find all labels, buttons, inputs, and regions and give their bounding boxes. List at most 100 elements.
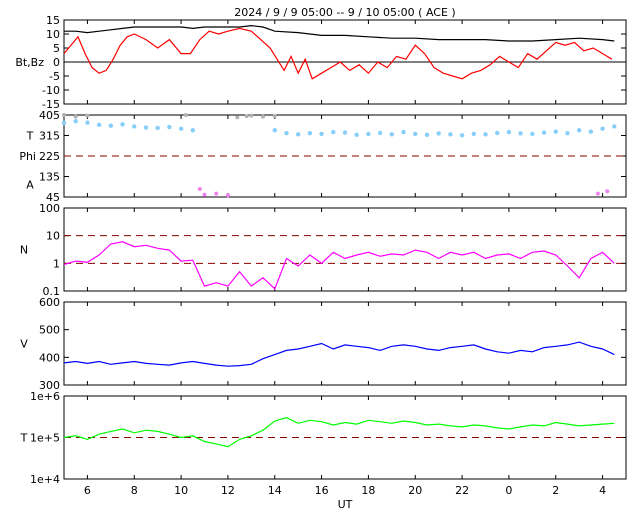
theta-point	[565, 131, 570, 136]
x-tick-label: 14	[268, 484, 282, 497]
density-ytick-label: 1	[53, 257, 60, 270]
phi-point	[62, 113, 66, 117]
angles-ytick-label: 315	[39, 130, 60, 143]
phi-point	[197, 187, 202, 192]
angles-ytick-label: 405	[39, 109, 60, 122]
x-tick-label: 0	[505, 484, 512, 497]
temp-ylabel: T	[20, 432, 28, 445]
x-tick-label: 16	[315, 484, 329, 497]
chart-title: 2024 / 9 / 9 05:00 -- 9 / 10 05:00 ( ACE…	[234, 6, 455, 19]
x-tick-label: 22	[455, 484, 469, 497]
theta-point	[541, 130, 547, 135]
theta-point	[85, 120, 90, 125]
panels-layer: 151050-5-10-15Bt,Bz40531522513545TPhiA10…	[15, 14, 627, 497]
theta-point	[143, 125, 149, 130]
phi-point	[595, 191, 600, 196]
theta-point	[120, 122, 125, 127]
theta-point	[401, 129, 406, 135]
density-ytick-label: 0.1	[43, 285, 61, 298]
theta-point	[155, 125, 160, 131]
x-tick-label: 2	[552, 484, 559, 497]
x-tick-label: 6	[84, 484, 91, 497]
theta-point	[413, 131, 418, 137]
theta-point	[178, 126, 184, 131]
angles-ylabel-a: A	[26, 179, 34, 192]
mag-ytick-label: 5	[53, 42, 60, 55]
theta-point	[459, 133, 465, 138]
mag-ytick-label: 15	[46, 14, 60, 27]
angles-ytick-label: 225	[39, 150, 60, 163]
theta-point	[436, 131, 441, 136]
speed-ytick-label: 500	[39, 324, 60, 337]
density-ytick-label: 100	[39, 202, 60, 215]
bz-series-line	[63, 27, 613, 80]
phi-point	[605, 189, 610, 194]
temperature-series-line	[63, 417, 615, 448]
density-ylabel: N	[20, 244, 28, 257]
theta-point	[389, 132, 395, 137]
mag-ytick-label: 0	[53, 56, 60, 69]
theta-point	[342, 130, 348, 135]
mag-ylabel: Bt,Bz	[15, 56, 44, 69]
phi-point	[249, 113, 254, 118]
theta-point	[448, 132, 453, 137]
theta-point	[495, 130, 500, 136]
theta-point	[295, 132, 301, 137]
speed-ylabel: V	[20, 338, 28, 351]
density-series-line	[63, 241, 615, 290]
mag-ytick-label: 10	[46, 28, 60, 41]
temp-ytick-label: 1e+6	[30, 390, 60, 403]
theta-point	[553, 129, 558, 134]
theta-point	[612, 124, 617, 129]
theta-point	[506, 129, 512, 135]
theta-point	[530, 131, 535, 137]
mag-ytick-label: -5	[49, 70, 60, 83]
theta-point	[61, 120, 67, 126]
phi-point	[214, 191, 219, 196]
theta-point	[600, 126, 605, 131]
x-tick-label: 18	[361, 484, 375, 497]
x-tick-label: 12	[221, 484, 235, 497]
theta-point	[272, 128, 277, 133]
x-tick-label: 10	[174, 484, 188, 497]
phi-point	[183, 113, 188, 117]
angles-ytick-label: 135	[39, 171, 60, 184]
theta-point	[167, 124, 172, 130]
angles-ylabel-t: T	[26, 130, 34, 143]
phi-point	[261, 114, 266, 119]
phi-point	[235, 115, 240, 120]
theta-point	[471, 131, 476, 137]
phi-point	[202, 192, 207, 197]
temp-ytick-label: 1e+4	[30, 473, 60, 486]
theta-point	[424, 132, 430, 138]
theta-point	[588, 129, 594, 134]
speed-ytick-label: 300	[39, 379, 60, 392]
speed-series-line	[63, 341, 615, 367]
x-tick-label: 8	[131, 484, 138, 497]
theta-point	[319, 131, 324, 137]
mag-ytick-label: -10	[42, 84, 60, 97]
angles-ylabel-phi: Phi	[19, 150, 36, 163]
phi-point	[85, 113, 90, 118]
theta-point	[132, 124, 137, 129]
theta-point	[73, 118, 78, 124]
bt-series-line	[64, 24, 615, 42]
theta-point	[190, 128, 195, 133]
density-ytick-label: 10	[46, 230, 60, 243]
theta-point	[483, 132, 488, 137]
theta-point	[354, 132, 359, 138]
phi-point	[244, 114, 249, 119]
speed-ytick-label: 600	[39, 296, 60, 309]
theta-point	[518, 131, 523, 136]
density-frame	[63, 207, 627, 292]
speed-frame	[63, 301, 627, 386]
theta-point	[307, 131, 313, 136]
x-axis-label: UT	[338, 498, 353, 511]
theta-point	[366, 131, 371, 137]
theta-point	[284, 131, 289, 136]
phi-point	[73, 114, 78, 119]
phi-point	[225, 193, 230, 198]
theta-point	[96, 122, 102, 127]
theta-point	[576, 128, 582, 133]
